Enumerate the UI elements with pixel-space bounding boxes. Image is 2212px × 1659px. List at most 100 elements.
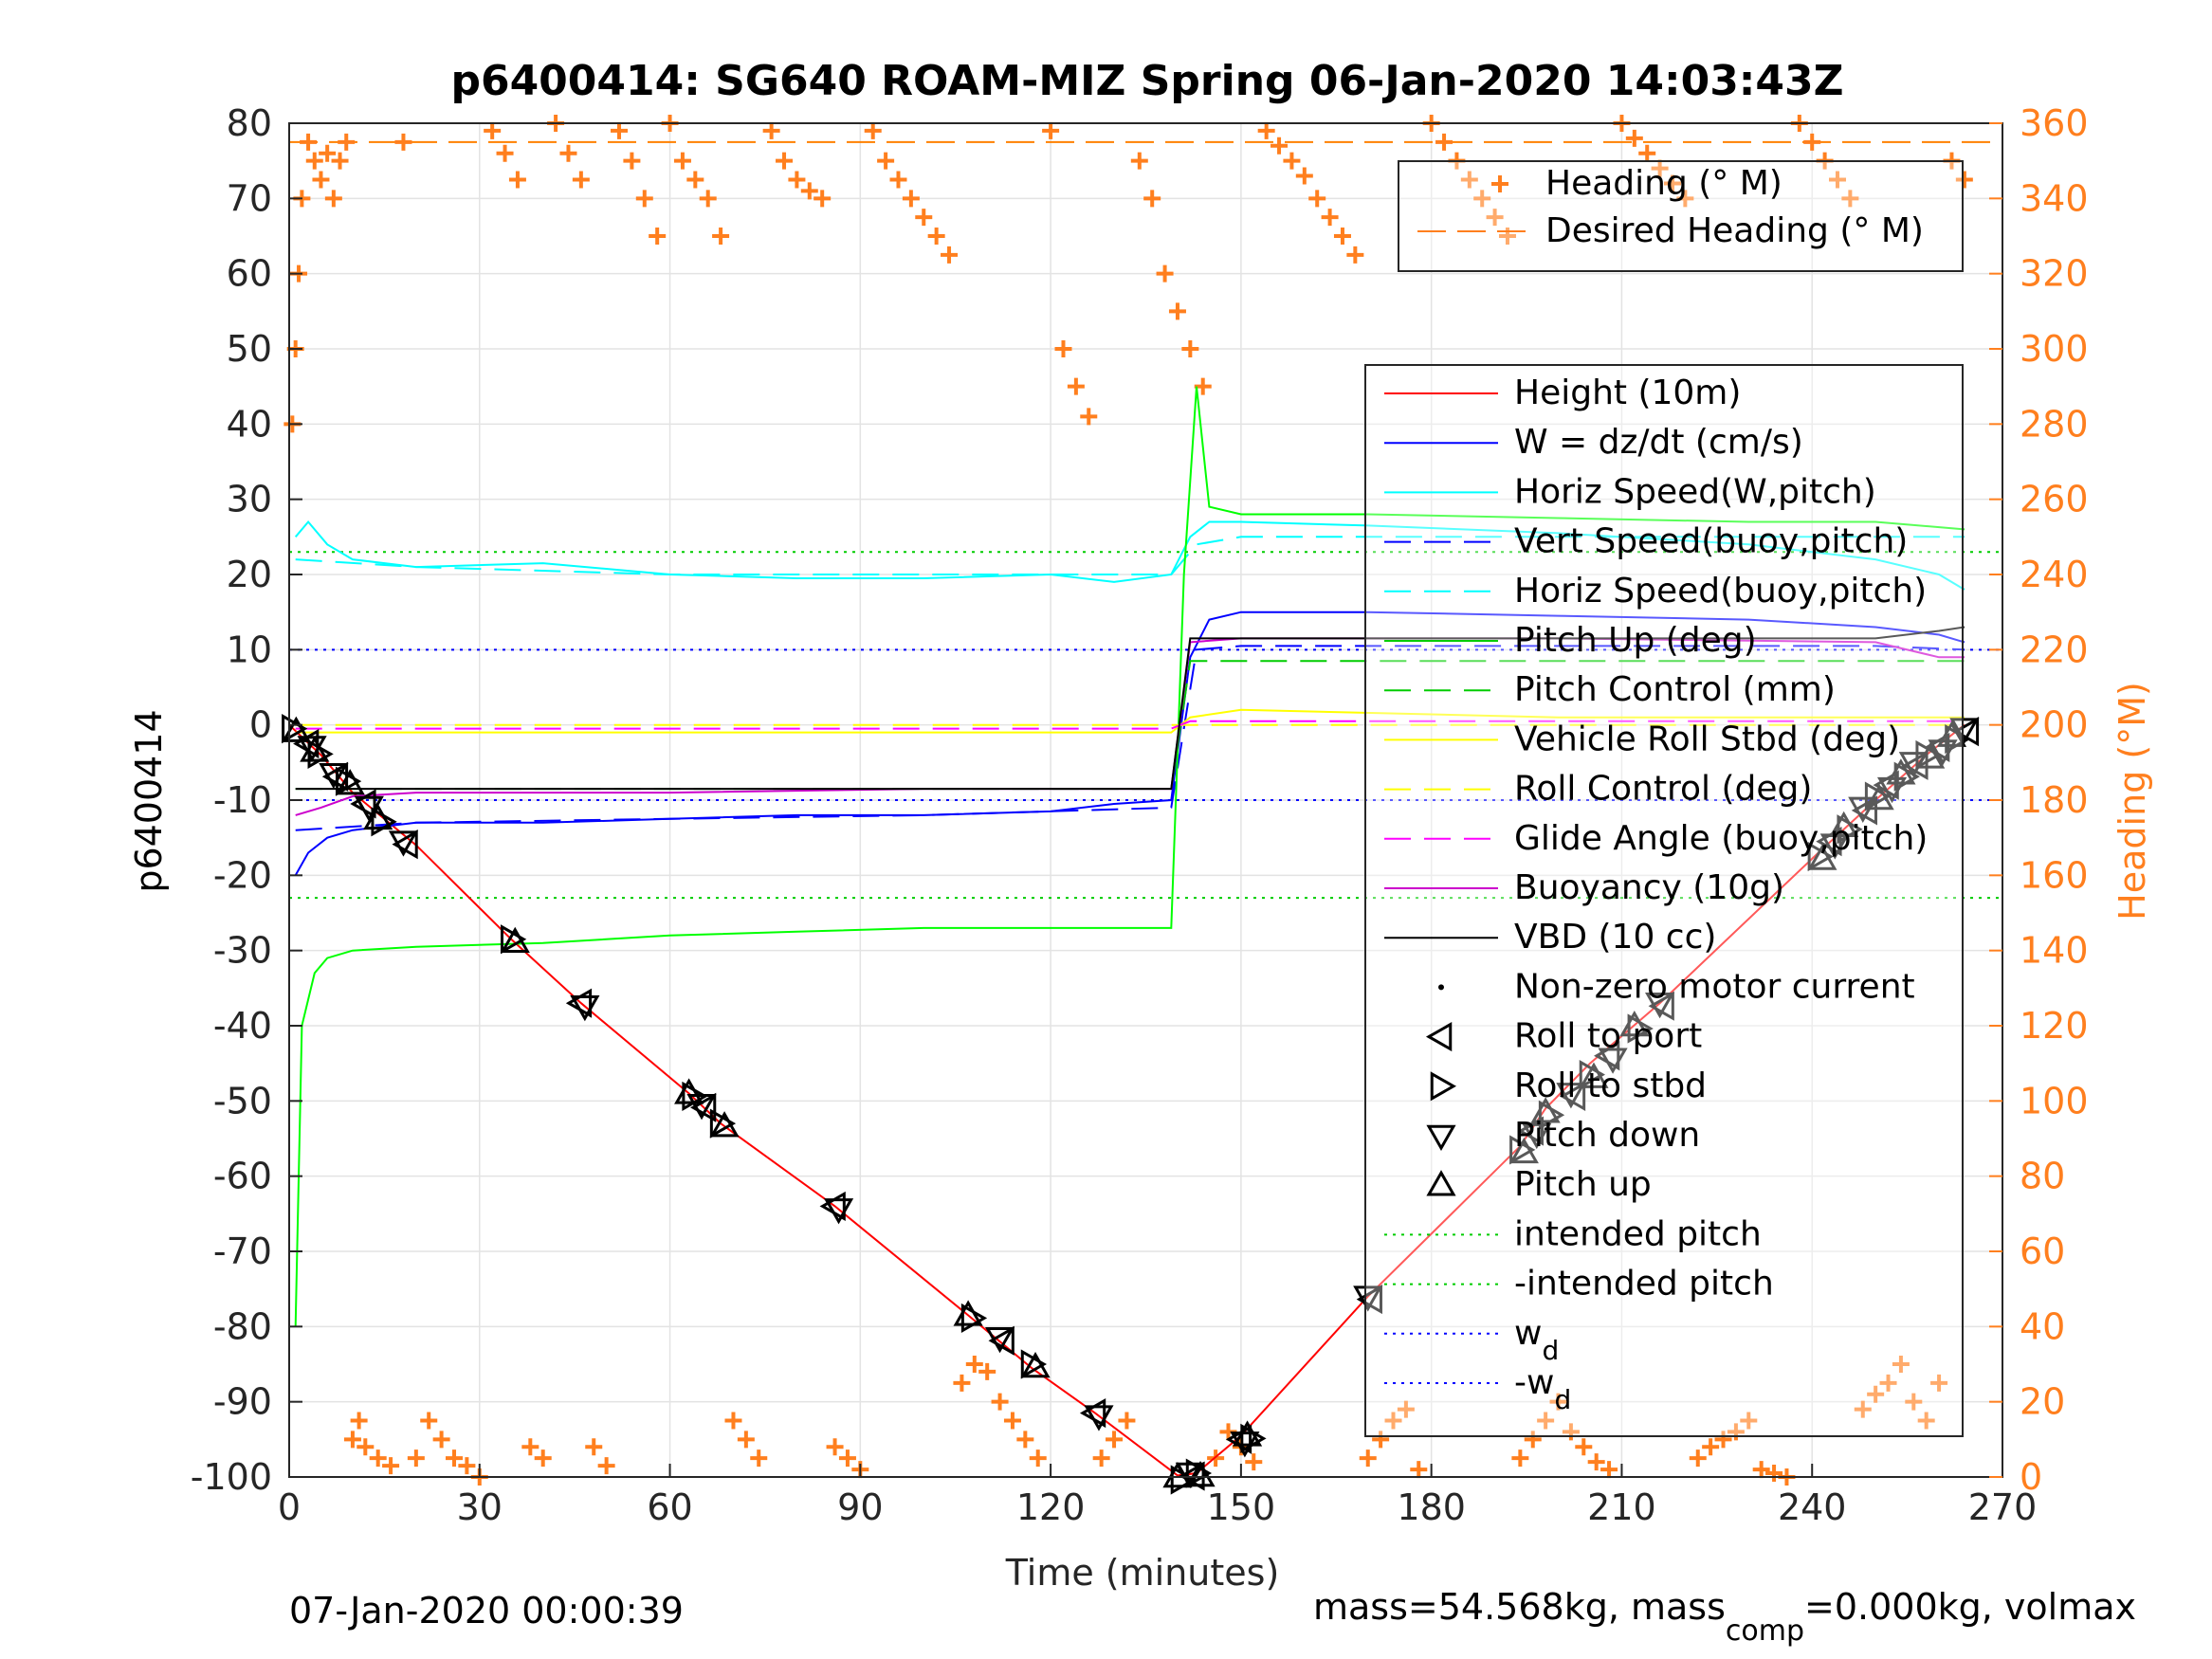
y-right-tick-label: 100 <box>2020 1080 2089 1121</box>
footer-mass-a: mass=54.568kg, mass <box>1313 1586 1726 1628</box>
y-axis-right-ticks: 3603403203002802602402202001801601401201… <box>1989 102 2089 1498</box>
heading-marker <box>369 1449 387 1468</box>
heading-marker <box>305 152 323 170</box>
heading-marker <box>1397 1400 1415 1418</box>
heading-marker <box>1181 340 1199 357</box>
heading-marker <box>788 171 806 189</box>
legend-triangle <box>1426 1170 1456 1196</box>
event-marker <box>354 795 384 822</box>
heading-marker <box>635 190 653 208</box>
x-tick-label: 210 <box>1587 1486 1656 1528</box>
event-marker <box>1893 761 1920 792</box>
event-marker <box>988 1325 1015 1356</box>
y-left-tick-label: 80 <box>227 102 272 144</box>
heading-marker <box>394 133 412 151</box>
legend-label: Height (10m) <box>1514 374 1741 412</box>
legend-label: VBD (10 cc) <box>1514 918 1716 957</box>
legend-label: Horiz Speed(buoy,pitch) <box>1514 572 1927 611</box>
heading-marker <box>1562 1423 1580 1441</box>
heading-marker <box>407 1449 425 1468</box>
heading-marker <box>673 152 691 170</box>
heading-marker <box>1727 1423 1745 1441</box>
y-right-tick-label: 160 <box>2020 854 2089 896</box>
series-line-5 <box>294 386 1965 1327</box>
event-marker <box>1356 1285 1382 1315</box>
heading-marker <box>1930 1374 1948 1392</box>
heading-marker <box>331 152 349 170</box>
legend-label: Roll to port <box>1514 1017 1702 1056</box>
footer-mass-b: =0.000kg, volmax <box>1804 1586 2136 1628</box>
y-left-tick-label: -30 <box>213 930 272 972</box>
y-axis-left-label: p6400414 <box>128 709 170 892</box>
heading-marker <box>597 1457 615 1475</box>
y-left-tick-label: -90 <box>213 1381 272 1423</box>
heading-marker <box>1511 1449 1529 1468</box>
legend-label: Roll to stbd <box>1514 1066 1707 1105</box>
heading-marker <box>1321 209 1339 227</box>
legend-label: Buoyancy (10g) <box>1514 868 1784 907</box>
x-tick-label: 180 <box>1397 1486 1466 1528</box>
heading-marker <box>1702 1438 1720 1456</box>
heading-marker <box>1245 1453 1263 1471</box>
event-marker <box>1508 1137 1539 1164</box>
heading-marker <box>826 1438 844 1456</box>
heading-marker <box>1054 340 1072 357</box>
event-marker <box>1627 1013 1654 1044</box>
heading-marker <box>521 1438 539 1456</box>
legend-heading-box <box>1398 160 1964 272</box>
heading-marker <box>1118 1412 1136 1430</box>
x-tick-label: 30 <box>457 1486 503 1528</box>
heading-marker <box>1549 1393 1567 1411</box>
y-right-tick-label: 120 <box>2020 1005 2089 1047</box>
heading-marker <box>559 144 577 162</box>
heading-marker <box>1295 167 1313 185</box>
heading-marker <box>1689 1449 1707 1468</box>
legend-triangle <box>1426 1124 1456 1152</box>
x-tick-label: 90 <box>837 1486 883 1528</box>
event-marker <box>392 830 418 860</box>
legend-heading: Heading (° M) Desired Heading (° M) <box>1398 160 1964 272</box>
heading-marker <box>1460 171 1478 189</box>
heading-marker <box>991 1393 1009 1411</box>
event-markers <box>281 714 1980 1495</box>
heading-marker <box>1537 1412 1555 1430</box>
heading-marker <box>927 228 945 245</box>
heading-marker <box>1359 1449 1377 1468</box>
heading-marker <box>1854 1400 1872 1418</box>
heading-marker <box>611 121 629 139</box>
y-right-tick-label: 260 <box>2020 479 2089 520</box>
event-marker <box>307 738 334 770</box>
heading-marker <box>484 121 502 139</box>
event-marker <box>1648 991 1674 1021</box>
heading-marker <box>1080 408 1098 426</box>
heading-marker <box>1372 1431 1390 1449</box>
x-tick-label: 240 <box>1778 1486 1847 1528</box>
event-marker <box>500 926 530 954</box>
event-marker <box>1185 1461 1216 1487</box>
heading-marker <box>1803 133 1821 151</box>
y-left-tick-label: 0 <box>249 704 272 746</box>
legend-heading-marker <box>1491 175 1508 192</box>
event-marker <box>689 1092 717 1122</box>
event-marker <box>1240 1423 1267 1453</box>
event-marker <box>823 1198 854 1225</box>
heading-marker <box>1029 1449 1047 1468</box>
legend-triangle <box>1430 1071 1457 1102</box>
heading-marker <box>1651 159 1669 177</box>
y-right-tick-label: 180 <box>2020 779 2089 821</box>
y-left-tick-label: -60 <box>213 1156 272 1197</box>
event-marker <box>335 769 365 795</box>
event-marker <box>1864 784 1894 811</box>
heading-marker <box>1271 137 1289 155</box>
heading-marker <box>1168 302 1186 320</box>
heading-marker <box>319 144 337 162</box>
footer-timestamp: 07-Jan-2020 00:00:39 <box>289 1590 684 1632</box>
heading-marker <box>356 1438 375 1456</box>
legend-label: Roll Control (deg) <box>1514 770 1812 809</box>
y-left-tick-label: 10 <box>227 629 272 670</box>
heading-marker <box>382 1457 400 1475</box>
legend-label: -intended pitch <box>1514 1265 1774 1304</box>
heading-marker <box>776 152 794 170</box>
event-marker <box>1020 1351 1051 1378</box>
heading-marker <box>953 1374 971 1392</box>
